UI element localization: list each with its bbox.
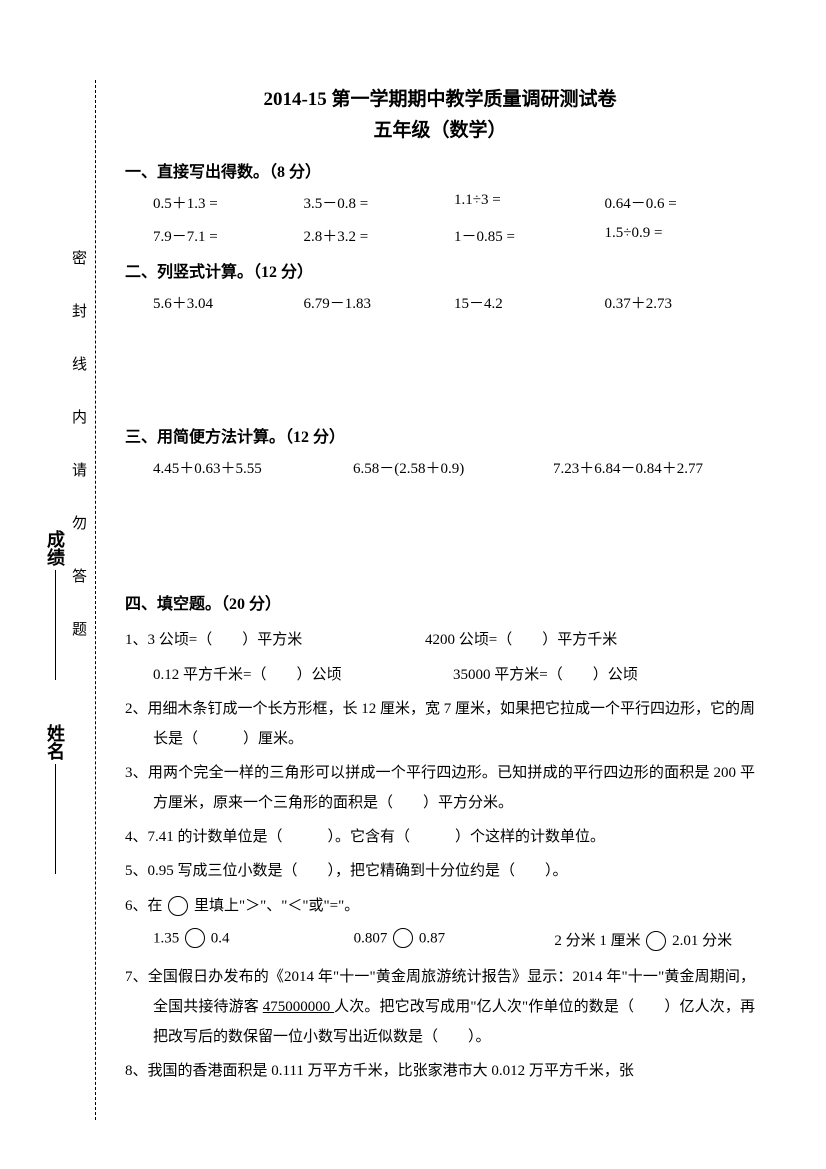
s1-r2-c4: 1.5÷0.9 = — [605, 225, 756, 246]
score-label: 成绩 — [42, 530, 68, 566]
workspace-s2 — [125, 325, 755, 415]
name-label: 姓名 — [42, 724, 68, 760]
q7: 7、全国假日办发布的《2014 年"十一"黄金周旅游统计报告》显示：2014 年… — [125, 962, 755, 1052]
workspace-s3 — [125, 492, 755, 582]
circle-icon — [185, 928, 205, 948]
section-2-head: 二、列竖式计算。（12 分） — [125, 258, 755, 282]
s1-r1-c4: 0.64－0.6 = — [605, 192, 756, 213]
q1c: 0.12 平方千米=（ ）公顷 — [153, 659, 453, 692]
q1-row2: 0.12 平方千米=（ ）公顷 35000 平方米=（ ）公顷 — [125, 659, 755, 692]
q6-head: 6、在 — [125, 898, 166, 914]
circle-icon — [646, 931, 666, 951]
q8: 8、我国的香港面积是 0.111 万平方千米，比张家港市大 0.012 万平方千… — [125, 1056, 755, 1086]
binding-dashed-line — [95, 80, 96, 1120]
q1-row1: 1、3 公顷=（ ）平方米 4200 公顷=（ ）平方千米 — [125, 624, 755, 657]
s1-r2-c2: 2.8＋3.2 = — [304, 225, 455, 246]
q7-underlined: 475000000 — [263, 999, 334, 1015]
s2-row1: 5.6＋3.04 6.79－1.83 15－4.2 0.37＋2.73 — [153, 292, 755, 313]
q1b: 4200 公顷=（ ）平方千米 — [425, 624, 617, 657]
section-1-head: 一、直接写出得数。（8 分） — [125, 158, 755, 182]
s3-r1-c1: 4.45＋0.63＋5.55 — [153, 457, 353, 478]
s1-row2: 7.9－7.1 = 2.8＋3.2 = 1－0.85 = 1.5÷0.9 = — [153, 225, 755, 246]
circle-icon — [168, 896, 188, 916]
vertical-label-column: 成绩 姓名 — [20, 100, 90, 1080]
s2-r1-c2: 6.79－1.83 — [304, 292, 455, 313]
s3-r1-c2: 6.58－(2.58＋0.9) — [353, 457, 553, 478]
s1-row1: 0.5＋1.3 = 3.5－0.8 = 1.1÷3 = 0.64－0.6 = — [153, 192, 755, 213]
score-label-group: 成绩 — [42, 530, 68, 566]
exam-content: 2014-15 第一学期期中教学质量调研测试卷 五年级（数学） 一、直接写出得数… — [125, 85, 755, 1090]
s1-r1-c3: 1.1÷3 = — [454, 192, 605, 213]
q6-options: 1.35 0.4 0.807 0.87 2 分米 1 厘米 2.01 分米 — [153, 929, 755, 952]
section-3-head: 三、用简便方法计算。（12 分） — [125, 423, 755, 447]
name-underline — [55, 764, 56, 874]
score-underline — [55, 570, 56, 680]
s3-r1-c3: 7.23＋6.84－0.84＋2.77 — [553, 457, 755, 478]
s3-row1: 4.45＋0.63＋5.55 6.58－(2.58＋0.9) 7.23＋6.84… — [153, 457, 755, 478]
s2-r1-c1: 5.6＋3.04 — [153, 292, 304, 313]
circle-icon — [393, 928, 413, 948]
q6a: 1.35 0.4 — [153, 929, 354, 952]
q6b: 0.807 0.87 — [354, 929, 555, 952]
q1d: 35000 平方米=（ ）公顷 — [453, 659, 638, 692]
s2-r1-c3: 15－4.2 — [454, 292, 605, 313]
q6c: 2 分米 1 厘米 2.01 分米 — [554, 929, 755, 952]
exam-title: 2014-15 第一学期期中教学质量调研测试卷 — [125, 85, 755, 115]
q3: 3、用两个完全一样的三角形可以拼成一个平行四边形。已知拼成的平行四边形的面积是 … — [125, 758, 755, 818]
s1-r2-c1: 7.9－7.1 = — [153, 225, 304, 246]
q6-tail: 里填上"＞"、"＜"或"="。 — [190, 898, 359, 914]
name-label-group: 姓名 — [42, 724, 68, 760]
s1-r1-c2: 3.5－0.8 = — [304, 192, 455, 213]
q4: 4、7.41 的计数单位是（ ）。它含有（ ）个这样的计数单位。 — [125, 822, 755, 852]
s1-r2-c3: 1－0.85 = — [454, 225, 605, 246]
q6-head-line: 6、在 里填上"＞"、"＜"或"="。 — [125, 890, 755, 923]
q1a: 1、3 公顷=（ ）平方米 — [125, 624, 425, 657]
q2: 2、用细木条钉成一个长方形框，长 12 厘米，宽 7 厘米，如果把它拉成一个平行… — [125, 694, 755, 754]
s1-r1-c1: 0.5＋1.3 = — [153, 192, 304, 213]
s2-r1-c4: 0.37＋2.73 — [605, 292, 756, 313]
exam-subtitle: 五年级（数学） — [125, 115, 755, 142]
q5: 5、0.95 写成三位小数是（ ），把它精确到十分位约是（ ）。 — [125, 856, 755, 886]
section-4-head: 四、填空题。（20 分） — [125, 590, 755, 614]
